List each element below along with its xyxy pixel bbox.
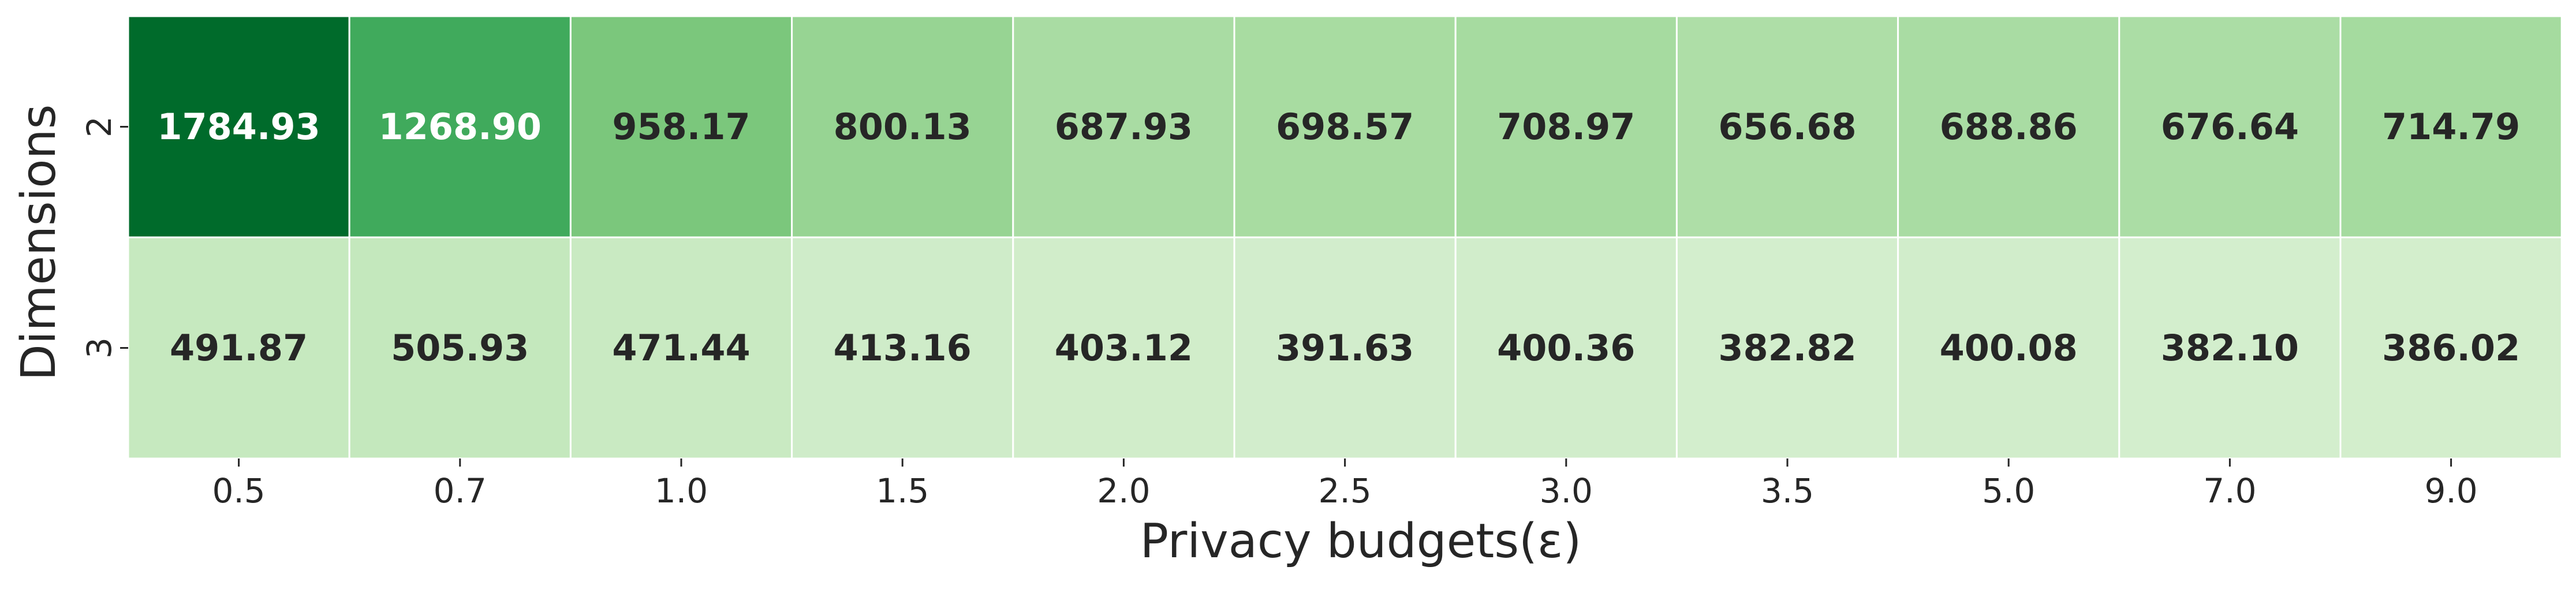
- heatmap-cell: [1233, 15, 1457, 238]
- heatmap-cell: [791, 236, 1014, 460]
- heatmap-value-label: 400.08: [1940, 327, 2078, 369]
- y-axis-label: Dimensions: [12, 105, 66, 381]
- heatmap-value-label: 1268.90: [379, 106, 542, 148]
- heatmap-cell: [1012, 15, 1235, 238]
- heatmap-value-label: 714.79: [2382, 106, 2520, 148]
- x-tick-label: 5.0: [1982, 471, 2035, 510]
- heatmap-cell: [2118, 236, 2342, 460]
- heatmap-cell: [127, 15, 350, 238]
- heatmap-cell: [2118, 15, 2342, 238]
- heatmap-value-label: 413.16: [834, 327, 972, 369]
- x-axis-label: Privacy budgets(ε): [1140, 514, 1582, 569]
- x-tick-label: 1.0: [655, 471, 708, 510]
- heatmap-value-label: 403.12: [1055, 327, 1193, 369]
- x-tick-label: 7.0: [2203, 471, 2256, 510]
- x-tick-label: 3.0: [1540, 471, 1593, 510]
- x-tick-label: 2.0: [1097, 471, 1150, 510]
- heatmap-value-label: 656.68: [1718, 106, 1856, 148]
- heatmap-value-label: 400.36: [1497, 327, 1635, 369]
- heatmap-cell: [127, 236, 350, 460]
- y-tick-label: 2: [80, 116, 119, 137]
- heatmap-value-label: 386.02: [2382, 327, 2520, 369]
- heatmap-cell: [569, 236, 793, 460]
- x-tick-label: 3.5: [1761, 471, 1814, 510]
- heatmap-value-label: 391.63: [1276, 327, 1414, 369]
- heatmap-cell: [1675, 15, 1899, 238]
- heatmap-cell: [1012, 236, 1235, 460]
- y-tick-label: 3: [80, 337, 119, 359]
- heatmap-cell: [569, 15, 793, 238]
- heatmap-cell: [1233, 236, 1457, 460]
- heatmap-cell: [1454, 236, 1678, 460]
- heatmap-cell: [1675, 236, 1899, 460]
- x-tick-label: 1.5: [876, 471, 929, 510]
- heatmap-cells: 1784.93 1268.90 958.17 800.13 687.93 698.57 70…: [127, 15, 2563, 460]
- heatmap-value-label: 1784.93: [157, 106, 320, 148]
- heatmap-value-label: 688.86: [1940, 106, 2078, 148]
- x-tick-label: 0.7: [434, 471, 487, 510]
- heatmap-cell: [791, 15, 1014, 238]
- heatmap-cell: [2339, 15, 2563, 238]
- heatmap-value-label: 471.44: [612, 327, 750, 369]
- x-tick-label: 9.0: [2424, 471, 2477, 510]
- heatmap-cell: [2339, 236, 2563, 460]
- heatmap-value-label: 698.57: [1276, 106, 1414, 148]
- heatmap-value-label: 491.87: [170, 327, 308, 369]
- y-axis-ticks: 23: [80, 116, 128, 359]
- x-tick-label: 2.5: [1318, 471, 1371, 510]
- heatmap-cell: [348, 236, 572, 460]
- heatmap-value-label: 687.93: [1055, 106, 1193, 148]
- heatmap-value-label: 800.13: [834, 106, 972, 148]
- heatmap-value-label: 382.82: [1718, 327, 1856, 369]
- heatmap-value-label: 382.10: [2161, 327, 2299, 369]
- x-axis-ticks: 0.5 0.7 1.0 1.5 2.0 2.5 3.0 3.5 5.0 7.0 9.0: [212, 458, 2478, 510]
- heatmap-value-label: 676.64: [2161, 106, 2299, 148]
- heatmap-value-label: 505.93: [391, 327, 529, 369]
- heatmap-cell: [1897, 236, 2120, 460]
- heatmap-value-label: 708.97: [1497, 106, 1635, 148]
- x-tick-label: 0.5: [212, 471, 265, 510]
- heatmap-value-label: 958.17: [612, 106, 750, 148]
- heatmap-cell: [348, 15, 572, 238]
